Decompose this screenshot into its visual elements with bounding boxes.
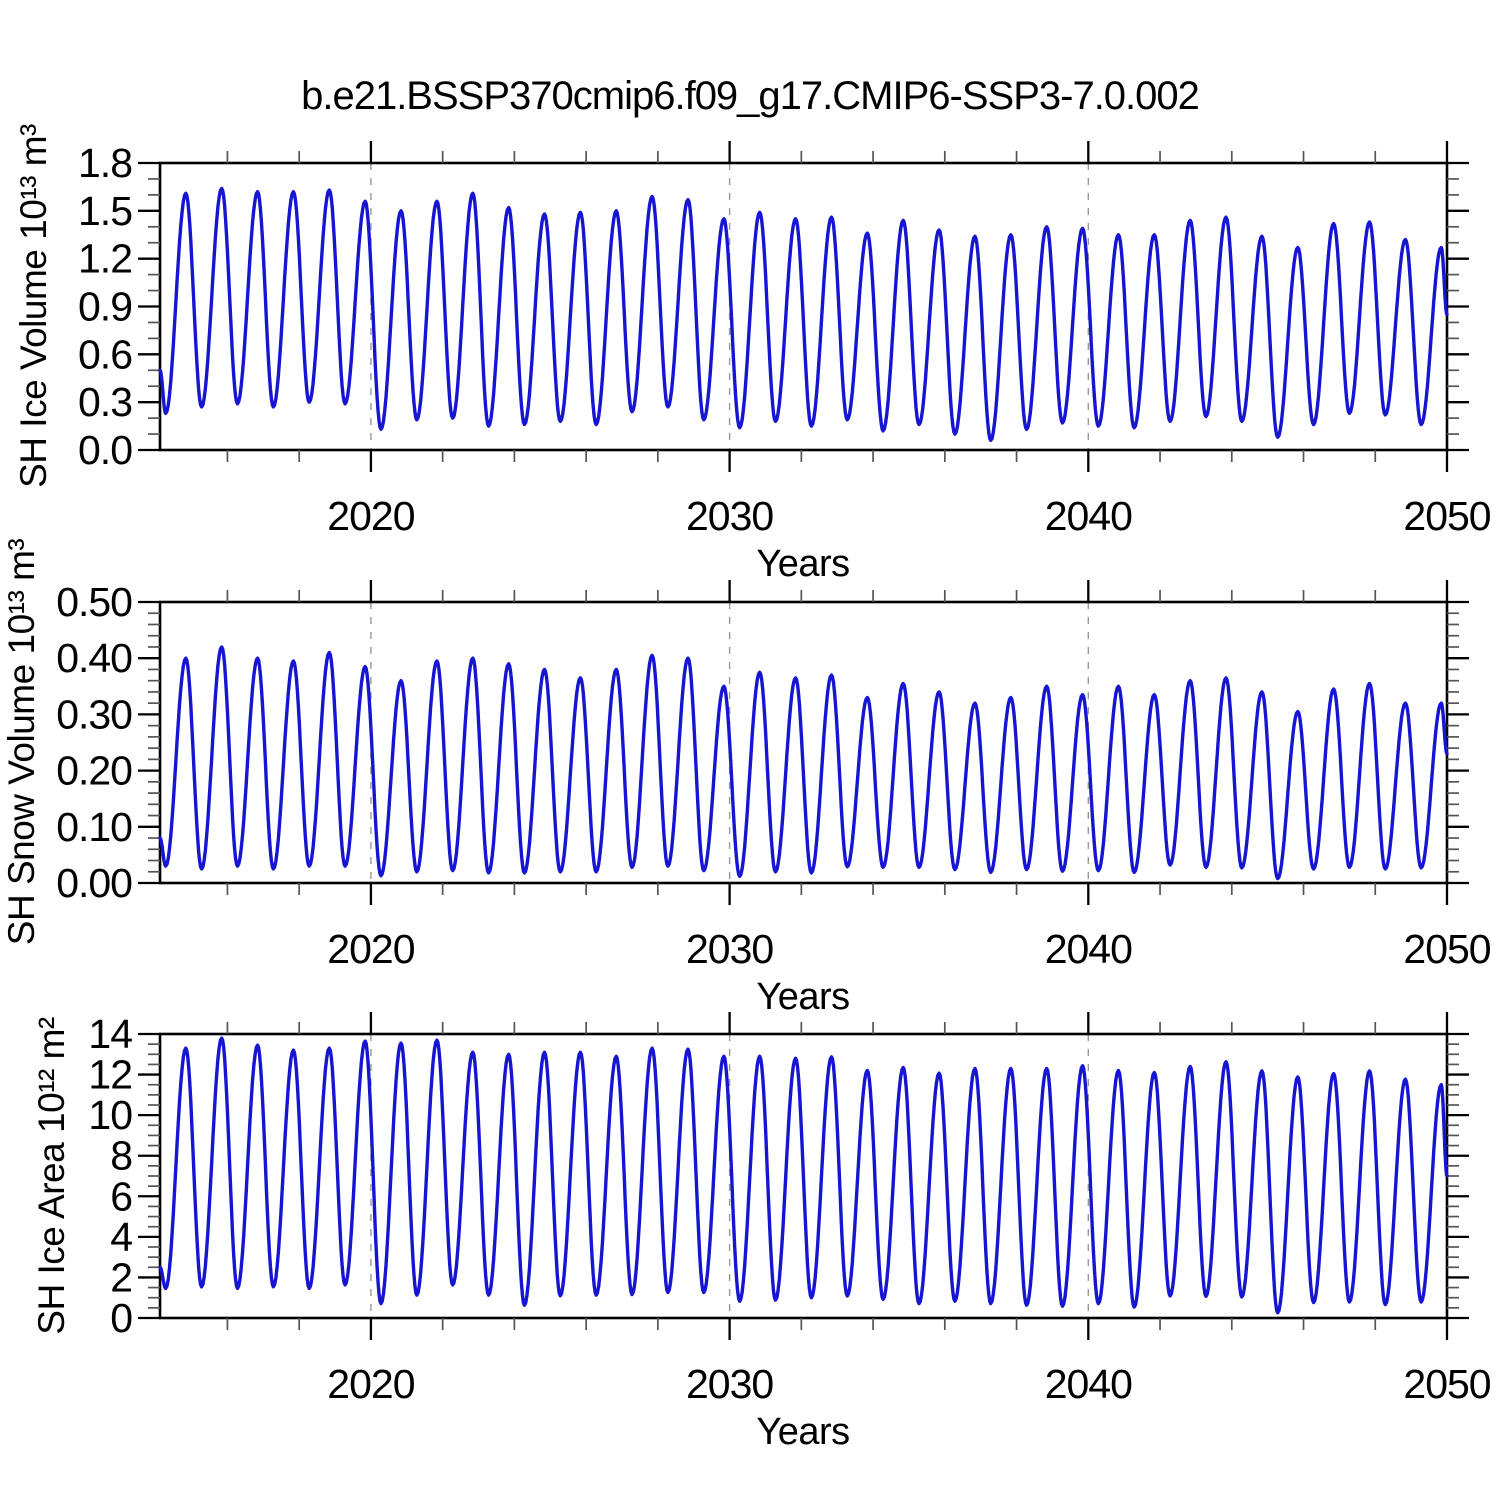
plot-title: b.e21.BSSP370cmip6.f09_g17.CMIP6-SSP3-7.…: [301, 74, 1200, 118]
y-tick-label: 0.00: [56, 860, 132, 906]
x-axis-title-years-bottom: Years: [756, 1411, 850, 1453]
sh-ice-area-data-line: [158, 1036, 1449, 1315]
y-tick-label: 14: [88, 1011, 132, 1057]
sh-snow-volume-frame: [158, 600, 1449, 885]
x-tick-label: 2020: [327, 1361, 414, 1407]
y-axis-title-ice-volume: SH Ice Volume 10¹³ m³: [13, 124, 54, 488]
x-tick-label: 2020: [327, 926, 414, 972]
y-tick-label: 0.50: [56, 579, 132, 625]
y-tick-label: 0.9: [78, 284, 132, 330]
x-tick-label: 2050: [1403, 493, 1490, 539]
y-tick-label: 0.10: [56, 804, 132, 850]
y-tick-label: 12: [88, 1052, 132, 1098]
y-tick-label: 0.3: [78, 379, 132, 425]
y-axis-title-ice-area: SH Ice Area 10¹² m²: [31, 1017, 72, 1335]
y-tick-label: 0: [110, 1295, 132, 1341]
x-tick-label: 2040: [1045, 926, 1132, 972]
sh-snow-volume-data-line: [158, 645, 1449, 881]
x-tick-label: 2040: [1045, 1361, 1132, 1407]
y-tick-label: 10: [88, 1092, 132, 1138]
y-tick-label: 1.8: [78, 140, 132, 186]
x-tick-label: 2050: [1403, 926, 1490, 972]
y-tick-label: 0.6: [78, 331, 132, 377]
y-tick-label: 8: [110, 1133, 132, 1179]
x-tick-label: 2030: [686, 493, 773, 539]
x-tick-label: 2030: [686, 1361, 773, 1407]
y-tick-label: 0.20: [56, 748, 132, 794]
y-tick-label: 1.5: [78, 188, 132, 234]
y-tick-label: 2: [110, 1254, 132, 1300]
x-tick-label: 2030: [686, 926, 773, 972]
x-tick-label: 2050: [1403, 1361, 1490, 1407]
y-tick-label: 0.40: [56, 635, 132, 681]
sh-ice-volume-data-line: [158, 186, 1449, 443]
y-tick-label: 0.0: [78, 427, 132, 473]
x-axis-title-years-top: Years: [756, 543, 850, 585]
y-tick-label: 4: [110, 1214, 132, 1260]
x-axis-title-years-middle: Years: [756, 976, 850, 1018]
y-tick-label: 0.30: [56, 691, 132, 737]
y-tick-label: 1.2: [78, 236, 132, 282]
x-tick-label: 2020: [327, 493, 414, 539]
y-tick-label: 6: [110, 1173, 132, 1219]
x-tick-label: 2040: [1045, 493, 1132, 539]
y-axis-title-snow-volume: SH Snow Volume 10¹³ m³: [1, 538, 42, 946]
